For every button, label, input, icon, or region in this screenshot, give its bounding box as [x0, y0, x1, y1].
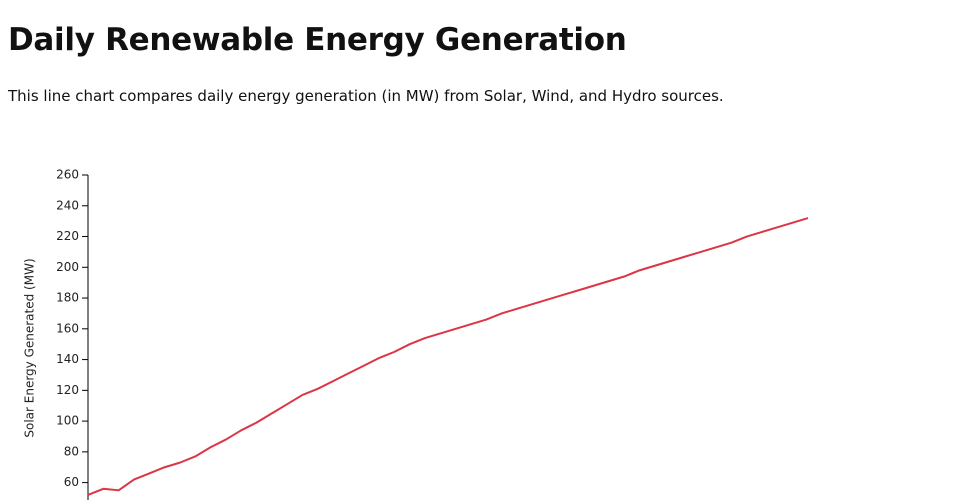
- page-subtitle: This line chart compares daily energy ge…: [8, 87, 724, 105]
- y-tick-label: 80: [64, 444, 79, 458]
- y-tick-label: 120: [56, 383, 79, 397]
- y-tick-label: 180: [56, 291, 79, 305]
- y-tick-label: 60: [64, 475, 79, 489]
- y-tick-label: 160: [56, 321, 79, 335]
- y-tick-label: 200: [56, 260, 79, 274]
- line: [87, 217, 809, 496]
- y-tick-label: 140: [56, 352, 79, 366]
- y-axis-label: Solar Energy Generated (MW): [23, 258, 37, 437]
- y-tick-label: 260: [56, 168, 79, 182]
- y-tick-label: 240: [56, 198, 79, 212]
- y-tick-label: 220: [56, 229, 79, 243]
- y-tick-label: 100: [56, 414, 79, 428]
- page-title: Daily Renewable Energy Generation: [8, 22, 627, 58]
